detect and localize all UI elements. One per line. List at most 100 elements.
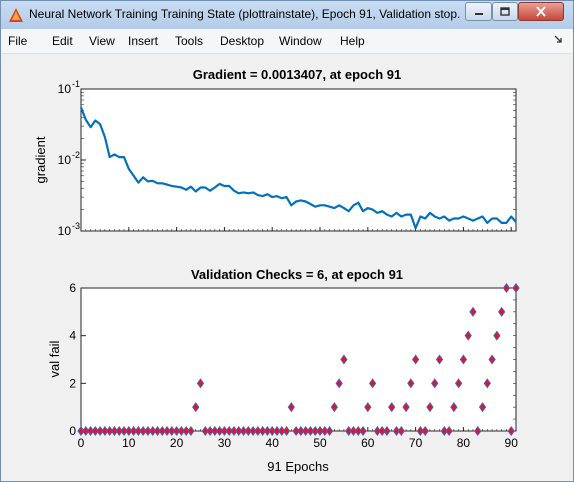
validation-x-tick-label: 90 [505, 436, 519, 450]
validation-marker [478, 402, 487, 413]
validation-marker [235, 425, 243, 437]
validation-marker [249, 425, 257, 437]
validation-marker [493, 330, 501, 341]
menu-insert[interactable]: Insert [128, 34, 159, 48]
validation-marker [287, 402, 295, 413]
validation-marker [115, 425, 123, 437]
validation-marker [354, 425, 362, 437]
validation-marker [345, 425, 353, 437]
gradient-y-ticks: 10-310-210-1 [58, 79, 516, 238]
validation-marker [407, 378, 415, 389]
validation-marker [373, 425, 382, 437]
validation-marker [278, 425, 286, 437]
validation-marker [273, 425, 281, 437]
validation-marker [383, 425, 391, 437]
validation-marker [392, 425, 401, 437]
validation-marker [431, 378, 439, 389]
validation-marker [106, 425, 114, 437]
gradient-y-tick-label: 10 [58, 224, 72, 238]
validation-marker [498, 306, 506, 317]
gradient-y-tick-exponent: -2 [72, 150, 80, 160]
validation-marker [512, 282, 520, 294]
validation-marker [297, 425, 305, 437]
validation-marker [144, 425, 152, 437]
validation-marker [469, 306, 477, 317]
validation-marker [211, 425, 219, 437]
validation-marker [110, 425, 119, 437]
validation-y-ticks: 0 2 4 6 [69, 281, 516, 438]
validation-marker [388, 402, 396, 413]
validation-marker [483, 378, 491, 389]
minimize-button[interactable] [465, 2, 492, 21]
validation-x-tick-label: 80 [457, 436, 471, 450]
validation-marker [488, 354, 496, 365]
menu-file[interactable]: File [8, 34, 28, 48]
validation-marker [340, 354, 348, 365]
validation-marker [311, 425, 319, 437]
validation-marker [129, 425, 138, 437]
menu-help[interactable]: Help [340, 34, 365, 48]
validation-marker [158, 425, 166, 437]
validation-marker [507, 425, 515, 437]
validation-x-tick-label: 40 [266, 436, 280, 450]
validation-y-tick-label: 0 [69, 424, 76, 438]
gradient-y-tick-label: 10 [58, 82, 72, 96]
validation-marker [316, 425, 324, 437]
validation-marker [177, 425, 186, 437]
validation-marker [368, 378, 377, 389]
validation-x-tick-label: 20 [170, 436, 184, 450]
validation-marker [364, 402, 372, 413]
validation-marker [254, 425, 262, 437]
matlab-figure-icon [9, 8, 23, 22]
maximize-button[interactable] [492, 2, 518, 21]
validation-marker [450, 402, 458, 413]
validation-marker [321, 425, 329, 437]
validation-marker [335, 378, 343, 389]
validation-marker [263, 425, 272, 437]
validation-title: Validation Checks = 6, at epoch 91 [191, 267, 403, 282]
validation-x-tick-label: 30 [218, 436, 232, 450]
menu-view[interactable]: View [89, 34, 115, 48]
validation-axes [80, 287, 517, 432]
validation-marker [435, 354, 444, 365]
validation-marker [426, 402, 434, 413]
menu-window[interactable]: Window [279, 34, 322, 48]
minimize-icon [474, 12, 483, 15]
gradient-series-line [79, 107, 517, 230]
validation-marker [464, 330, 472, 341]
title-bar[interactable]: Neural Network Training Training State (… [1, 1, 573, 29]
validation-marker [225, 425, 233, 437]
validation-marker [91, 425, 99, 437]
gradient-y-tick-label: 10 [58, 153, 72, 167]
validation-marker [187, 425, 195, 437]
validation-marker [86, 425, 95, 437]
validation-marker [239, 425, 248, 437]
validation-marker [349, 425, 358, 437]
validation-marker [416, 425, 425, 437]
validation-marker [474, 425, 482, 437]
validation-marker [268, 425, 276, 437]
validation-marker [182, 425, 190, 437]
close-button[interactable] [518, 2, 564, 21]
validation-marker [196, 378, 205, 389]
validation-ylabel: val fail [47, 340, 62, 377]
validation-marker [139, 425, 147, 437]
validation-x-tick-label: 50 [313, 436, 327, 450]
validation-marker [201, 425, 209, 437]
menu-edit[interactable]: Edit [52, 34, 73, 48]
dock-arrow-icon[interactable] [554, 35, 563, 44]
validation-marker [459, 354, 468, 365]
validation-marker [306, 425, 315, 437]
validation-marker [502, 282, 511, 294]
validation-marker [445, 425, 453, 437]
validation-markers [77, 282, 520, 437]
menu-bar: File Edit View Insert Tools Desktop Wind… [1, 29, 573, 54]
validation-marker [149, 425, 157, 437]
validation-xlabel: 91 Epochs [267, 459, 329, 474]
menu-tools[interactable]: Tools [175, 34, 204, 48]
validation-marker [96, 425, 104, 437]
menu-desktop[interactable]: Desktop [220, 34, 265, 48]
validation-marker [292, 425, 300, 437]
validation-marker [454, 378, 463, 389]
validation-x-tick-label: 70 [409, 436, 423, 450]
